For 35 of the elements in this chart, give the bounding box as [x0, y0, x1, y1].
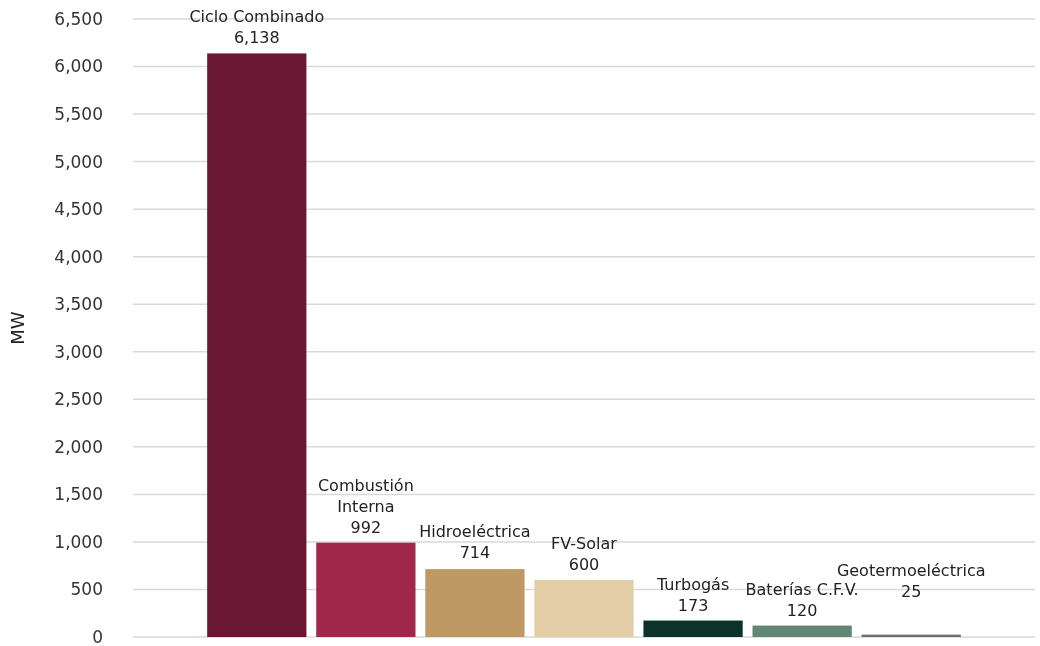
y-tick-label: 5,000: [54, 151, 103, 172]
y-tick-label: 500: [70, 579, 103, 600]
bar: [207, 53, 307, 637]
y-tick-label: 0: [92, 626, 103, 646]
y-tick-label: 1,500: [54, 484, 103, 505]
y-tick-label: 6,000: [54, 56, 103, 77]
data-label: 600: [568, 554, 600, 574]
bar: [425, 569, 525, 637]
x-tick-label: Ciclo Combinado: [189, 7, 325, 27]
data-label: 714: [459, 542, 491, 562]
y-tick-label: 1,000: [54, 531, 103, 552]
y-tick-label: 4,000: [54, 246, 103, 267]
y-tick-label: 4,500: [54, 199, 103, 220]
data-label: 173: [677, 595, 709, 615]
x-tick-label: Combustión Interna: [317, 475, 414, 516]
bar: [534, 579, 634, 637]
y-tick-label: 3,000: [54, 341, 103, 362]
y-tick-label: 6,500: [54, 8, 103, 29]
bar: [752, 625, 852, 637]
x-tick-label: Turbogás: [655, 574, 730, 594]
bar: [643, 620, 743, 637]
y-tick-label: 2,500: [54, 389, 103, 410]
y-axis-title: MW: [7, 311, 28, 345]
y-tick-label: 5,500: [54, 104, 103, 125]
x-tick-label: FV-Solar: [551, 533, 618, 553]
y-tick-label: 2,000: [54, 436, 103, 457]
data-label: 992: [350, 517, 382, 537]
data-label: 6,138: [233, 28, 280, 48]
data-label: 25: [901, 581, 922, 601]
y-tick-label: 3,500: [54, 294, 103, 315]
x-tick-label: Geotermoeléctrica: [836, 560, 986, 580]
x-tick-label: Hidroeléctrica: [419, 521, 531, 541]
x-tick-label: Baterías C.F.V.: [745, 579, 859, 599]
bar: [316, 542, 416, 637]
data-label: 120: [786, 600, 818, 620]
